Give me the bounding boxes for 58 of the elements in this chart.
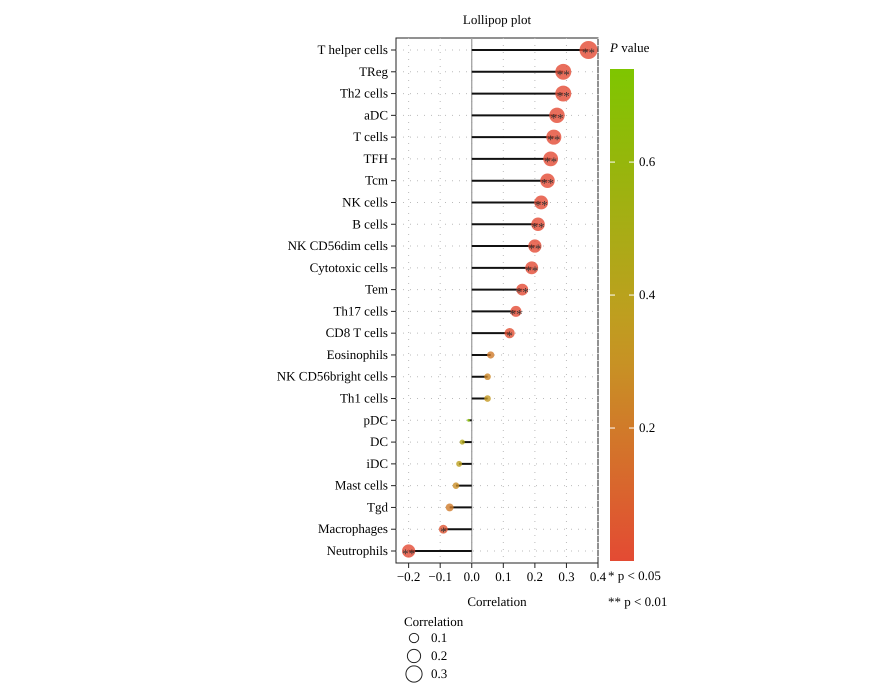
color-bar-label: 0.4 bbox=[639, 287, 656, 302]
y-tick-label: DC bbox=[370, 434, 388, 450]
y-tick-label: pDC bbox=[363, 412, 388, 428]
data-label: ** bbox=[547, 132, 560, 148]
y-tick-label: iDC bbox=[366, 456, 388, 471]
y-tick-label: Cytotoxic cells bbox=[310, 260, 388, 275]
legend-label: 0.3 bbox=[431, 666, 448, 681]
data-label: ** bbox=[402, 546, 416, 561]
y-tick-label: Tcm bbox=[365, 172, 388, 188]
y-tick-label: TFH bbox=[363, 150, 388, 166]
legend-label: 0.2 bbox=[431, 648, 448, 663]
color-bar-label: 0.6 bbox=[639, 154, 656, 170]
y-tick-label: CD8 T cells bbox=[326, 325, 388, 340]
y-tick-label: Th17 cells bbox=[333, 303, 388, 318]
y-tick-label: Th1 cells bbox=[340, 390, 388, 406]
x-tick-label: 0.1 bbox=[495, 569, 512, 584]
data-label: ** bbox=[556, 88, 570, 104]
data-label: * bbox=[506, 328, 513, 344]
color-bar-title: P value bbox=[609, 40, 650, 55]
y-tick-label: Th2 cells bbox=[340, 86, 388, 101]
chart-title: Lollipop plot bbox=[462, 12, 532, 27]
text: * p < 0.05 bbox=[608, 568, 661, 583]
x-tick-label: 0.3 bbox=[558, 569, 575, 584]
legend-title: Correlation bbox=[404, 614, 464, 629]
y-tick-label: aDC bbox=[364, 107, 388, 122]
y-tick-label: T cells bbox=[353, 129, 388, 144]
data-label: * bbox=[440, 524, 447, 540]
y-tick-label: TReg bbox=[359, 64, 388, 79]
data-label: ** bbox=[534, 197, 548, 212]
x-tick-label: 0.0 bbox=[464, 569, 480, 584]
y-tick-label: Neutrophils bbox=[326, 543, 388, 558]
color-bar-label: 0.2 bbox=[639, 420, 656, 436]
data-label: ** bbox=[516, 284, 529, 300]
x-tick-label: −0.1 bbox=[428, 569, 452, 584]
y-tick-label: NK cells bbox=[342, 194, 388, 210]
legend-label: 0.1 bbox=[431, 630, 448, 645]
x-axis-title: Correlation bbox=[467, 594, 528, 609]
y-tick-label: T helper cells bbox=[317, 42, 388, 57]
y-tick-label: B cells bbox=[352, 216, 388, 232]
text: ** p < 0.01 bbox=[608, 594, 668, 609]
y-tick-label: Macrophages bbox=[318, 521, 388, 536]
y-tick-label: Tem bbox=[365, 282, 388, 297]
y-tick-label: Eosinophils bbox=[326, 346, 388, 362]
data-label: ** bbox=[532, 219, 545, 234]
y-tick-label: Mast cells bbox=[334, 478, 388, 493]
data-label: ** bbox=[550, 110, 564, 126]
data-label: ** bbox=[528, 241, 542, 256]
data-label: ** bbox=[556, 66, 570, 82]
y-tick-label: NK CD56dim cells bbox=[288, 238, 388, 254]
data-label: ** bbox=[582, 45, 596, 60]
x-tick-label: −0.2 bbox=[396, 569, 420, 584]
data-label: ** bbox=[541, 176, 554, 191]
x-tick-label: 0.4 bbox=[590, 569, 607, 584]
data-label: ** bbox=[544, 154, 558, 169]
data-label: ** bbox=[525, 262, 538, 278]
y-tick-label: NK CD56bright cells bbox=[276, 368, 388, 384]
x-tick-label: 0.2 bbox=[526, 569, 543, 584]
y-tick-label: Tgd bbox=[367, 499, 388, 514]
